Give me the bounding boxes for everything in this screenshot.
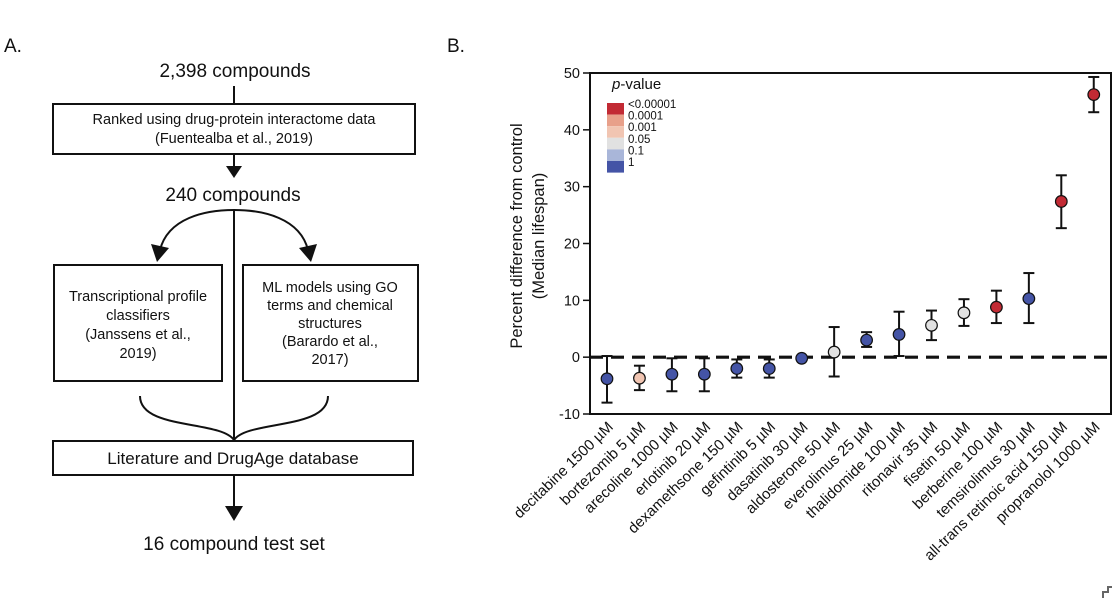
data-point <box>990 300 1003 314</box>
y-axis-label-line2: (Median lifespan) <box>530 173 548 300</box>
right-box-line5: 2017) <box>311 352 348 368</box>
legend-swatch <box>607 161 624 173</box>
y-tick-label: 10 <box>564 293 580 309</box>
legend-label: 0.1 <box>628 145 644 157</box>
y-tick-label: 50 <box>564 66 580 82</box>
left-branch-line <box>159 209 235 251</box>
data-point <box>697 367 711 381</box>
panel-b: B. Percent difference from control (Medi… <box>447 36 1112 598</box>
top-count: 2,398 compounds <box>159 61 310 82</box>
data-point <box>827 345 841 359</box>
right-box-line4: (Barardo et al., <box>282 334 378 350</box>
data-point <box>730 362 744 375</box>
right-box-line3: structures <box>298 316 362 332</box>
data-point <box>762 362 776 375</box>
legend-title: p-value <box>611 76 661 93</box>
arrow-down-right-icon <box>299 244 317 262</box>
data-point <box>1087 88 1101 101</box>
final-set-label: 16 compound test set <box>143 534 325 555</box>
panel-a: A. 2,398 compounds Ranked using drug-pro… <box>4 36 419 555</box>
y-axis-label-line1: Percent difference from control <box>508 123 526 348</box>
data-point <box>1054 195 1068 208</box>
data-point <box>860 333 873 347</box>
arrow-down-icon <box>225 506 243 521</box>
data-point <box>795 351 809 365</box>
data-points <box>600 88 1101 386</box>
corner-mark <box>1102 586 1112 598</box>
panel-a-label: A. <box>4 36 22 57</box>
legend-swatch <box>607 114 624 127</box>
data-point <box>633 371 646 385</box>
right-box-line2: terms and chemical <box>267 298 393 314</box>
panel-b-label: B. <box>447 36 465 57</box>
y-tick-label: 30 <box>564 180 580 196</box>
legend-swatch <box>607 137 624 150</box>
data-point <box>925 318 938 332</box>
left-method-box <box>53 264 223 382</box>
data-point <box>1022 292 1036 306</box>
arrow-down-icon <box>226 166 242 178</box>
mid-count: 240 compounds <box>165 185 300 206</box>
legend-swatch <box>607 126 624 138</box>
left-box-line1: Transcriptional profile <box>69 289 207 305</box>
data-point <box>957 306 971 320</box>
left-box-line2: classifiers <box>106 308 170 324</box>
left-box-line3: (Janssens et al., <box>85 327 191 343</box>
data-point <box>600 372 614 386</box>
y-tick-label: 20 <box>564 237 580 253</box>
right-box-line1: ML models using GO <box>262 280 398 296</box>
legend-swatch <box>607 103 624 115</box>
y-tick-label: -10 <box>559 407 580 423</box>
data-point <box>892 328 906 341</box>
ranking-box-line1: Ranked using drug-protein interactome da… <box>93 112 377 128</box>
legend-label: <0.00001 <box>628 99 676 111</box>
legend-label: 0.05 <box>628 134 650 146</box>
legend-title-italic: p <box>611 76 620 93</box>
y-tick-label: 0 <box>572 350 580 366</box>
legend-label: 0.001 <box>628 122 657 134</box>
plot-frame <box>589 72 1112 415</box>
right-method-box <box>242 264 419 382</box>
error-bars <box>601 75 1100 404</box>
data-point <box>665 367 679 381</box>
y-tick-label: 40 <box>564 123 580 139</box>
right-branch-line <box>233 209 309 251</box>
literature-box-label: Literature and DrugAge database <box>107 449 358 468</box>
arrow-down-left-icon <box>151 244 169 262</box>
legend-label: 1 <box>628 157 634 169</box>
left-box-line4: 2019) <box>119 346 156 362</box>
y-ticks: -10 0 10 20 30 40 50 <box>559 66 590 423</box>
legend-title-rest: -value <box>620 76 661 93</box>
ranking-box-line2: (Fuentealba et al., 2019) <box>155 131 313 147</box>
legend-swatch <box>607 149 624 161</box>
legend-label: 0.0001 <box>628 111 663 123</box>
